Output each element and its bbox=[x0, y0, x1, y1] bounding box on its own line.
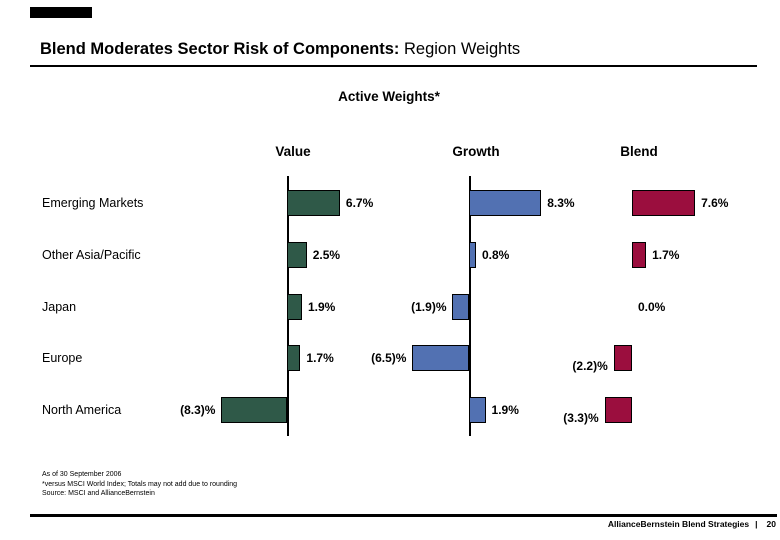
bar-value-label: (8.3)% bbox=[180, 403, 216, 417]
bar-blend-4 bbox=[604, 397, 632, 423]
footer-divider bbox=[30, 514, 777, 517]
chart-title: Active Weights* bbox=[338, 89, 440, 104]
column-header-growth: Growth bbox=[452, 144, 500, 159]
bar-growth-0 bbox=[469, 190, 542, 216]
bar-growth-3 bbox=[412, 345, 469, 371]
footnotes: As of 30 September 2006 *versus MSCI Wor… bbox=[42, 470, 237, 499]
bar-value-3 bbox=[287, 345, 301, 371]
bar-value-label: 0.0% bbox=[638, 300, 666, 314]
bar-growth-1 bbox=[469, 242, 476, 268]
footer: AllianceBernstein Blend Strategies | 20 bbox=[608, 519, 776, 529]
column-header-value: Value bbox=[275, 144, 311, 159]
row-label-north-america: North America bbox=[42, 403, 122, 417]
title-main: Blend Moderates Sector Risk of Component… bbox=[40, 40, 400, 58]
footnote-asof: As of 30 September 2006 bbox=[42, 471, 122, 478]
bar-value-label: (3.3)% bbox=[563, 411, 599, 425]
bar-growth-2 bbox=[452, 294, 469, 320]
footnote-benchmark: *versus MSCI World Index; Totals may not… bbox=[42, 480, 238, 488]
bar-value-label: (6.5)% bbox=[371, 351, 407, 365]
title-suffix: Region Weights bbox=[399, 40, 521, 58]
bar-value-label: 1.7% bbox=[306, 351, 334, 365]
row-label-emerging-markets: Emerging Markets bbox=[42, 196, 144, 210]
bar-value-4 bbox=[221, 397, 287, 423]
bar-value-label: 0.8% bbox=[481, 248, 510, 262]
bar-blend-1 bbox=[632, 242, 647, 268]
growth-zero-axis bbox=[469, 176, 471, 436]
bar-value-label: 6.7% bbox=[345, 196, 374, 210]
logo-block bbox=[30, 7, 92, 18]
bar-value-label: 1.9% bbox=[308, 300, 336, 314]
bar-value-label: 7.6% bbox=[701, 196, 729, 210]
bar-value-2 bbox=[287, 294, 302, 320]
bar-value-1 bbox=[287, 242, 307, 268]
bar-blend-3 bbox=[613, 345, 632, 371]
row-label-other-asia-pacific: Other Asia/Pacific bbox=[42, 248, 141, 262]
bar-value-label: 8.3% bbox=[547, 196, 575, 210]
page-title: Blend Moderates Sector Risk of Component… bbox=[40, 40, 520, 59]
bar-value-label: (1.9)% bbox=[411, 300, 447, 314]
bar-blend-0 bbox=[632, 190, 696, 216]
bar-value-label: 2.5% bbox=[312, 248, 341, 262]
footer-separator: | bbox=[755, 519, 758, 529]
bar-growth-4 bbox=[469, 397, 486, 423]
footnote-source: Source: MSCI and AllianceBernstein bbox=[42, 490, 155, 497]
bar-value-label: 1.9% bbox=[491, 403, 519, 417]
footer-brand: AllianceBernstein Blend Strategies bbox=[607, 519, 750, 529]
bar-value-label: 1.7% bbox=[652, 248, 680, 262]
bar-value-label: (2.2)% bbox=[572, 359, 608, 373]
row-label-japan: Japan bbox=[42, 300, 77, 314]
page-number: 20 bbox=[766, 519, 776, 529]
title-underline bbox=[30, 65, 757, 67]
column-header-blend: Blend bbox=[620, 144, 658, 159]
bar-value-0 bbox=[287, 190, 340, 216]
row-label-europe: Europe bbox=[42, 351, 83, 365]
